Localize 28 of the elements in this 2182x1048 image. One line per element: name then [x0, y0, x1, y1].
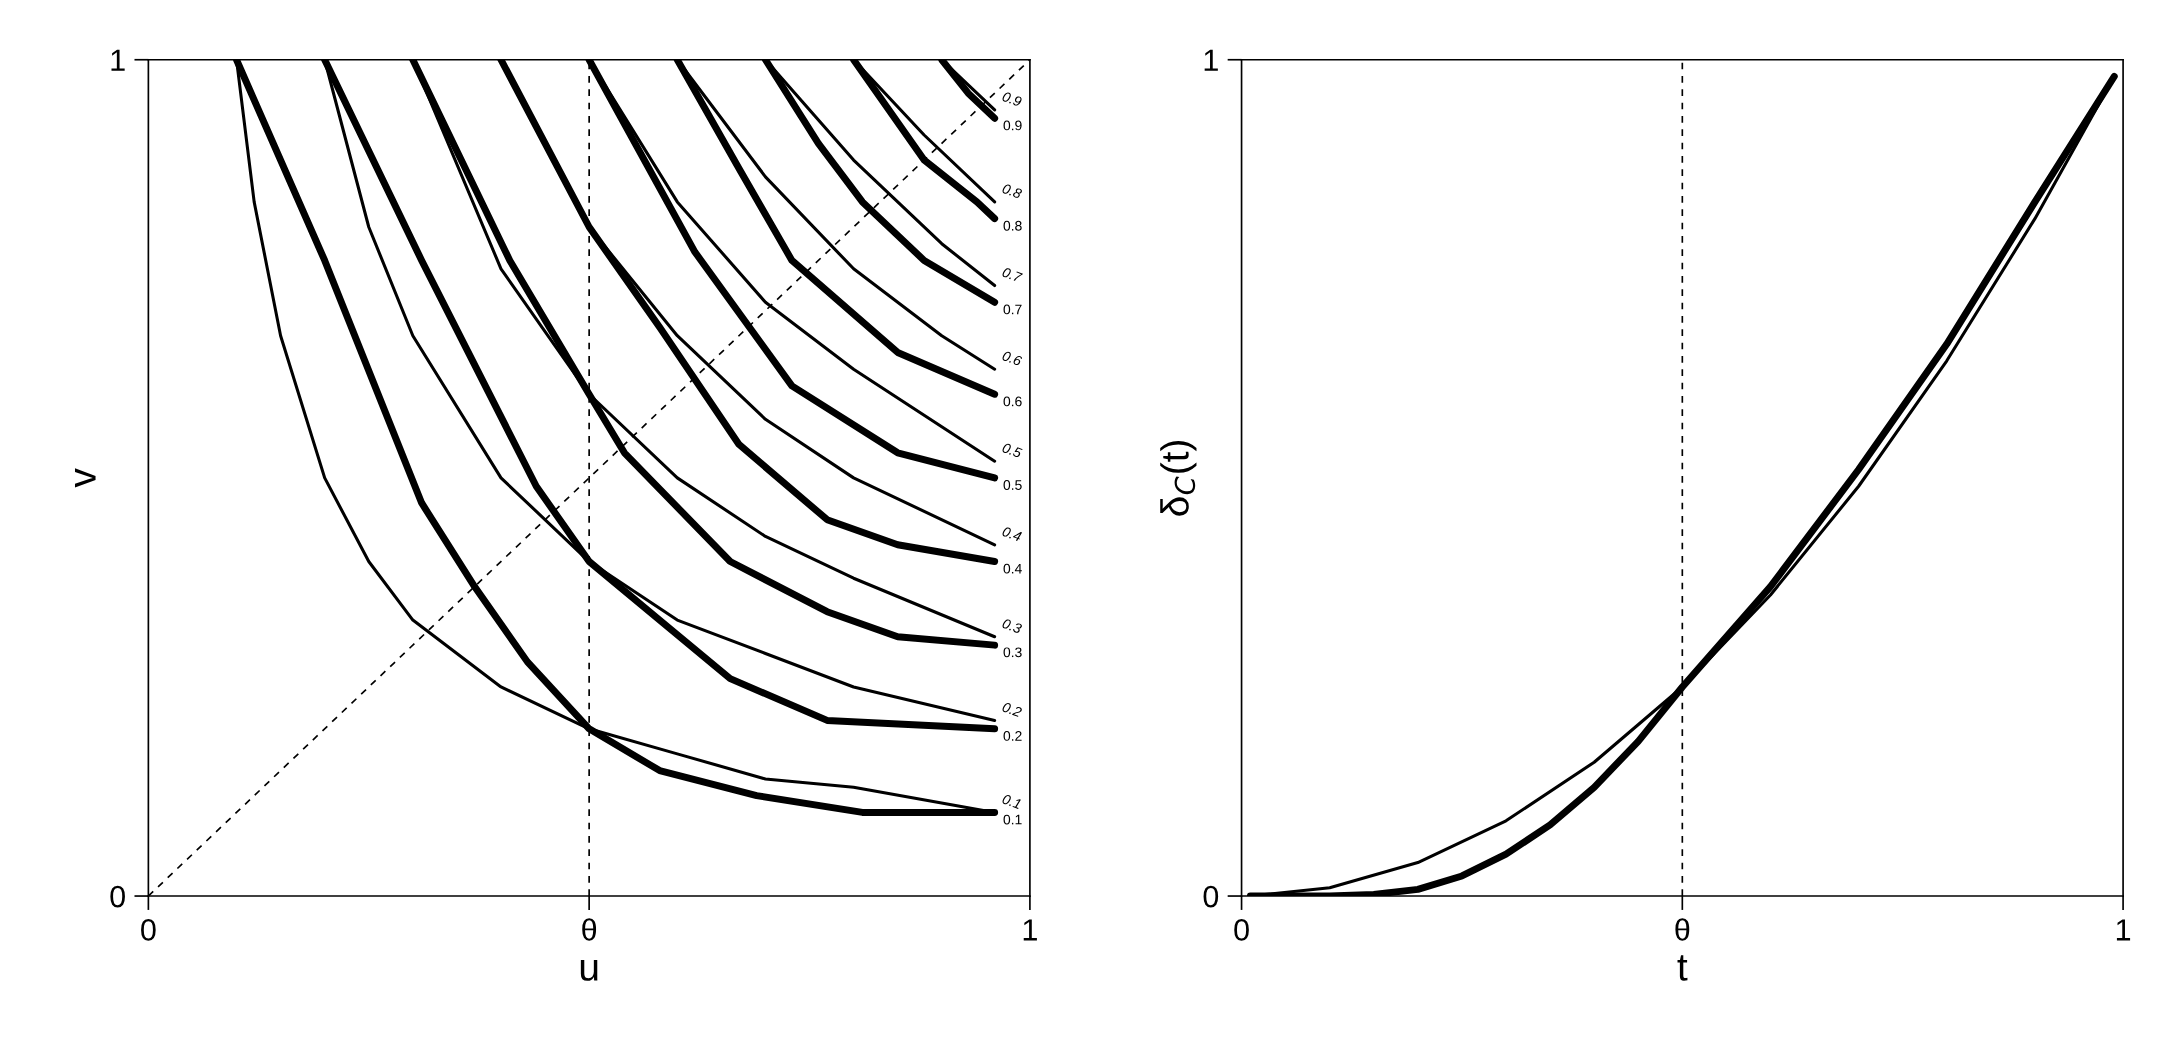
x-tick-label: 0 — [141, 919, 156, 941]
text: 0.6 — [1001, 350, 1023, 367]
series-label: 0.2 — [1003, 731, 1022, 741]
series-label: 0.6 — [1003, 396, 1022, 407]
y-axis-title: v — [74, 468, 96, 488]
series-label: 0.5 — [1003, 480, 1022, 490]
x-tick-label: θ — [582, 918, 597, 941]
series-label: 0.1 — [1003, 814, 1022, 825]
y-axis-title: δ$_{C}$(t) — [1160, 440, 1197, 516]
x-axis-title: t — [1677, 955, 1688, 981]
text: 0.3 — [1001, 618, 1023, 634]
x-tick-label: θ — [1675, 918, 1690, 941]
x-tick-label: 1 — [2116, 919, 2131, 941]
series-label: 0.7 — [1003, 304, 1022, 315]
text: 0.7 — [1001, 266, 1024, 283]
text: 0.5 — [1001, 442, 1023, 459]
x-tick-label: 1 — [1023, 919, 1037, 941]
text: 0.4 — [1001, 526, 1023, 542]
x-axis-title: u — [580, 959, 598, 981]
series-label: 0.3 — [1003, 647, 1022, 658]
series-label: 0.9 — [1003, 120, 1022, 131]
x-tick-label: 0 — [1234, 919, 1249, 941]
text: 0.2 — [1001, 701, 1023, 718]
series-label: 0.4 — [1003, 563, 1022, 574]
text: 0.8 — [1001, 183, 1023, 199]
series-label: 0.8 — [1003, 220, 1022, 231]
text: 0.9 — [1001, 91, 1023, 107]
text: 0.1 — [1001, 793, 1022, 810]
